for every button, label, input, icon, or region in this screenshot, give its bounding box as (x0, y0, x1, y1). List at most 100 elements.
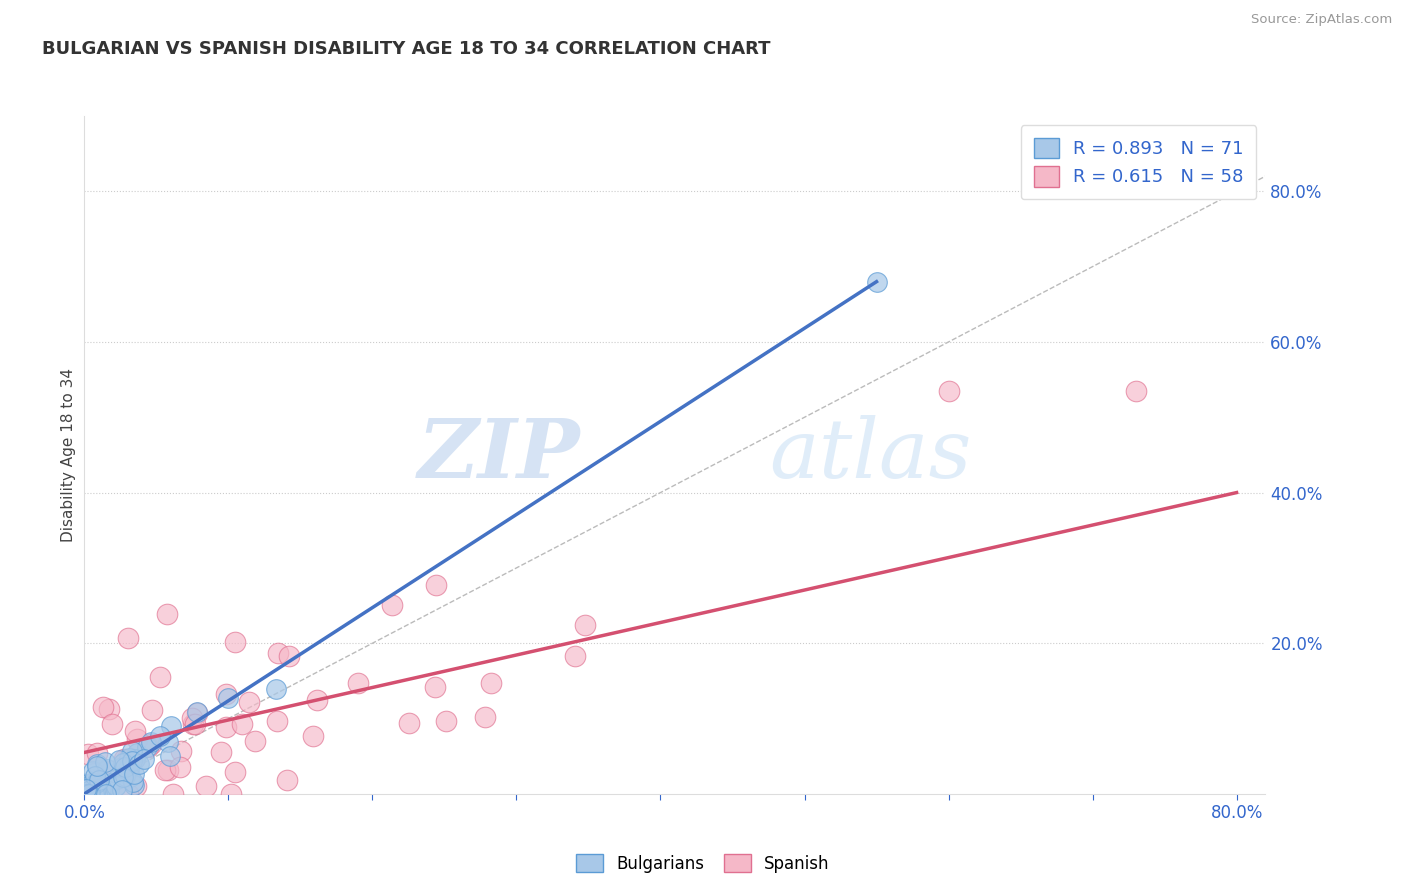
Point (181, 711, 204, 725)
Point (267, 647, 290, 661)
Point (381, 599, 404, 613)
Point (125, 747, 148, 761)
Point (75, 781, 97, 796)
Point (118, 763, 141, 777)
Point (159, 748, 181, 763)
Legend: R = 0.893   N = 71, R = 0.615   N = 58: R = 0.893 N = 71, R = 0.615 N = 58 (1021, 125, 1257, 199)
Point (474, 710, 496, 724)
Point (89, 777, 111, 791)
Point (139, 735, 162, 749)
Point (76, 787, 98, 801)
Point (76, 777, 98, 791)
Point (122, 775, 145, 789)
Point (112, 756, 135, 770)
Point (425, 680, 447, 694)
Point (160, 719, 183, 733)
Point (186, 705, 208, 719)
Point (79, 782, 101, 797)
Point (238, 695, 260, 709)
Point (125, 779, 148, 793)
Point (124, 752, 146, 766)
Point (124, 724, 146, 739)
Point (574, 618, 596, 632)
Point (398, 716, 420, 731)
Point (90, 787, 112, 801)
Point (77, 787, 100, 801)
Point (112, 752, 135, 766)
Point (87, 772, 110, 787)
Point (100, 764, 122, 778)
Point (97, 702, 120, 716)
Point (111, 760, 134, 774)
Point (224, 764, 246, 779)
Point (93, 756, 115, 770)
Point (76, 787, 98, 801)
Point (264, 681, 287, 696)
Point (83, 769, 105, 783)
Point (139, 737, 162, 751)
Text: Source: ZipAtlas.com: Source: ZipAtlas.com (1251, 13, 1392, 27)
Point (91, 699, 114, 714)
Point (122, 767, 145, 781)
Point (183, 716, 205, 731)
Point (156, 607, 179, 621)
Point (87, 772, 110, 787)
Y-axis label: Disability Age 18 to 34: Disability Age 18 to 34 (60, 368, 76, 542)
Point (118, 770, 141, 784)
Point (107, 753, 129, 767)
Point (83, 787, 105, 801)
Point (128, 757, 150, 772)
Point (305, 693, 328, 707)
Point (86, 747, 108, 761)
Point (80, 787, 103, 801)
Point (76, 787, 98, 801)
Point (121, 754, 143, 768)
Point (79, 787, 101, 801)
Point (157, 763, 180, 777)
Point (114, 760, 136, 774)
Point (434, 714, 457, 729)
Point (169, 744, 191, 758)
Point (117, 632, 139, 646)
Point (195, 779, 218, 793)
Point (149, 729, 172, 743)
Point (98, 775, 121, 789)
Point (96, 762, 118, 776)
Point (90, 780, 112, 795)
Point (347, 676, 370, 690)
Point (141, 703, 163, 717)
Point (181, 717, 204, 731)
Point (125, 732, 148, 747)
Point (84, 782, 107, 797)
Point (215, 687, 238, 701)
Point (76, 781, 98, 796)
Point (77, 747, 100, 761)
Point (84, 776, 107, 790)
Point (93, 786, 115, 800)
Point (75, 787, 97, 801)
Point (89, 778, 111, 792)
Point (82, 775, 104, 789)
Text: BULGARIAN VS SPANISH DISABILITY AGE 18 TO 34 CORRELATION CHART: BULGARIAN VS SPANISH DISABILITY AGE 18 T… (42, 40, 770, 58)
Point (97, 777, 120, 791)
Point (217, 690, 239, 705)
Text: ZIP: ZIP (418, 415, 581, 495)
Point (149, 670, 172, 684)
Point (114, 764, 136, 779)
Point (124, 778, 146, 792)
Point (86, 787, 108, 801)
Point (79, 787, 101, 801)
Point (76, 787, 98, 801)
Point (112, 765, 135, 780)
Point (136, 740, 159, 755)
Text: atlas: atlas (769, 415, 972, 495)
Point (564, 648, 586, 663)
Point (94, 787, 117, 801)
Point (101, 717, 124, 731)
Point (276, 772, 298, 787)
Point (219, 787, 242, 801)
Point (121, 744, 143, 758)
Point (302, 729, 325, 743)
Point (231, 716, 253, 731)
Point (118, 751, 141, 765)
